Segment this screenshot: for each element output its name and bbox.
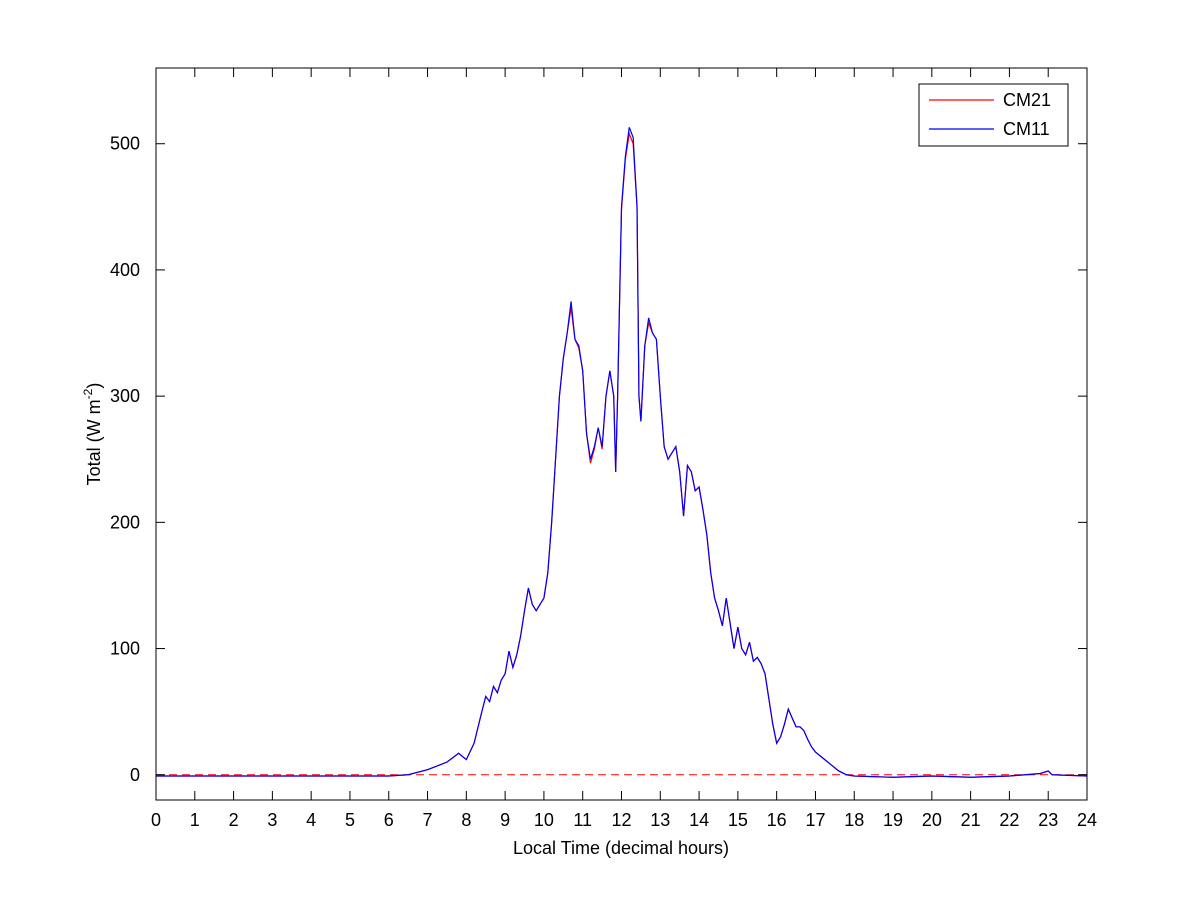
y-tick-label: 300	[110, 386, 140, 406]
x-tick-label: 5	[345, 810, 355, 830]
x-tick-label: 4	[306, 810, 316, 830]
y-axis-label: Total (W m-2)	[81, 383, 104, 486]
plot-marks	[156, 127, 1088, 778]
x-tick-label: 11	[573, 810, 592, 830]
y-label-sup: -2	[81, 388, 95, 399]
x-tick-label: 13	[650, 810, 670, 830]
x-tick-label: 8	[461, 810, 471, 830]
x-tick-label: 6	[384, 810, 394, 830]
x-tick-label: 16	[767, 810, 787, 830]
x-tick-label: 2	[229, 810, 239, 830]
x-tick-label: 17	[805, 810, 825, 830]
y-tick-label: 0	[130, 765, 140, 785]
x-tick-label: 22	[999, 810, 1019, 830]
legend-label: CM21	[1003, 90, 1051, 110]
x-tick-label: 20	[922, 810, 942, 830]
plot-area	[156, 68, 1087, 800]
y-tick-label: 200	[110, 512, 140, 532]
legend-box	[918, 83, 1069, 147]
x-axis-label: Local Time (decimal hours)	[513, 838, 729, 858]
series-line	[156, 127, 1088, 778]
y-label-end: )	[84, 383, 104, 389]
y-tick-label: 500	[110, 134, 140, 154]
x-tick-label: 9	[500, 810, 510, 830]
x-tick-label: 3	[267, 810, 277, 830]
x-tick-label: 0	[151, 810, 161, 830]
legend-label: CM11	[1003, 119, 1050, 139]
x-tick-label: 14	[689, 810, 709, 830]
x-tick-label: 21	[961, 810, 981, 830]
x-tick-label: 12	[611, 810, 631, 830]
y-tick-label: 100	[110, 639, 140, 659]
x-tick-label: 24	[1077, 810, 1097, 830]
x-tick-label: 19	[883, 810, 903, 830]
x-tick-label: 15	[728, 810, 748, 830]
x-tick-label: 18	[844, 810, 864, 830]
y-label-text: Total (W m	[84, 399, 104, 485]
x-tick-label: 10	[534, 810, 554, 830]
y-tick-label: 400	[110, 260, 140, 280]
x-tick-label: 1	[190, 810, 200, 830]
x-tick-label: 7	[423, 810, 433, 830]
x-tick-label: 23	[1038, 810, 1058, 830]
